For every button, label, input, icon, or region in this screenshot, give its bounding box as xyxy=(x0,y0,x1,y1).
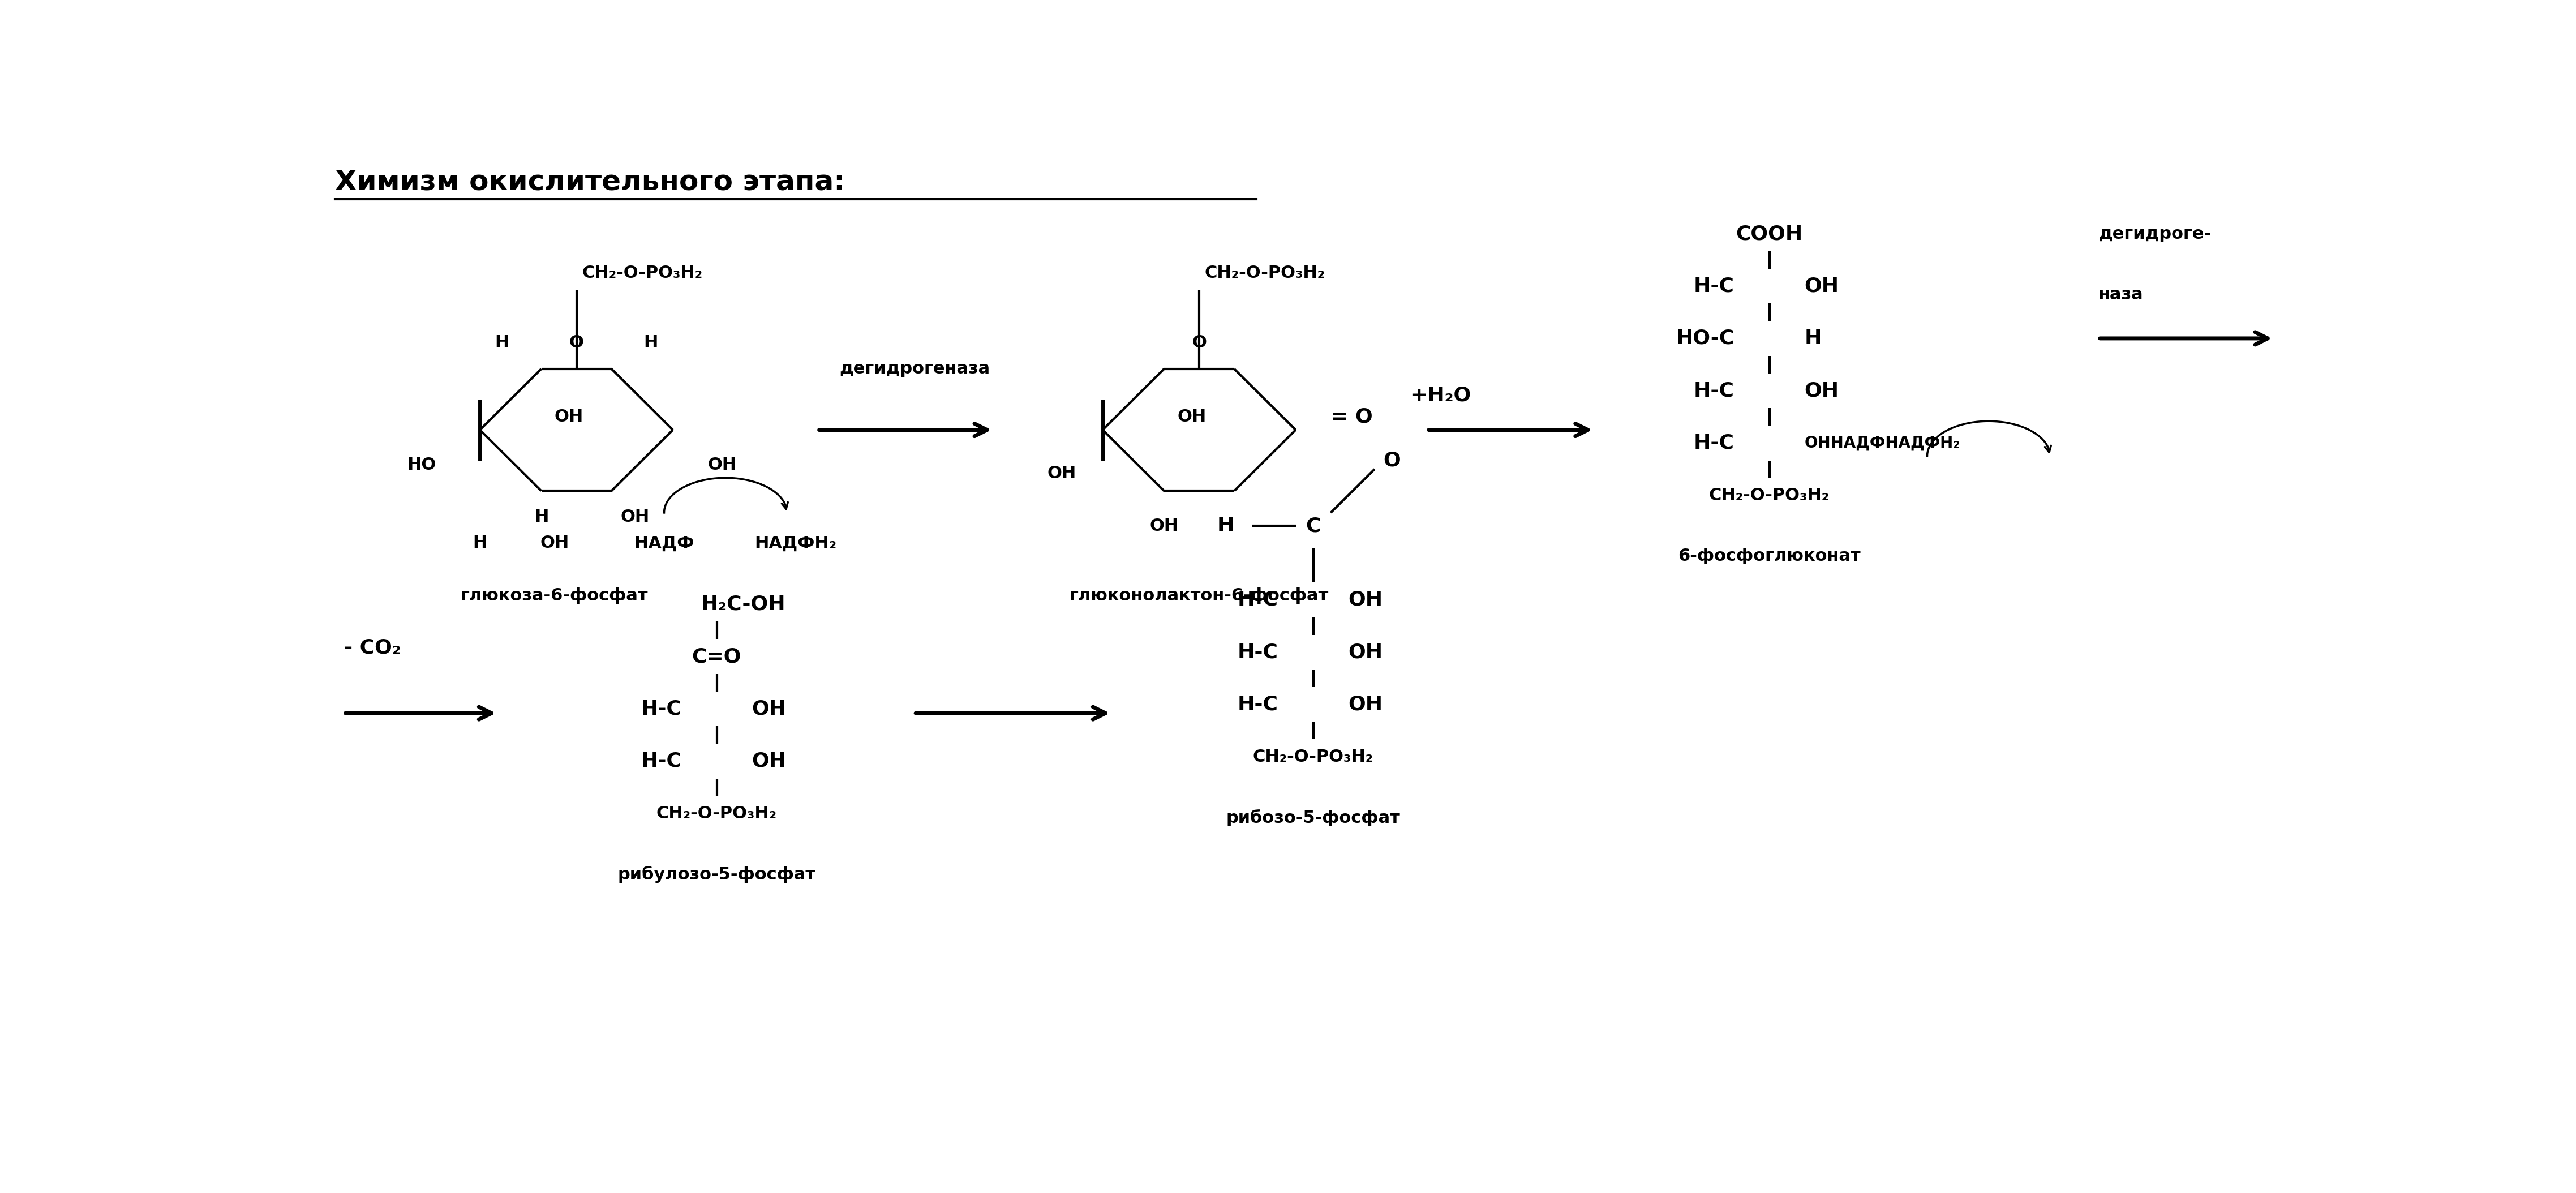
Text: COOH: COOH xyxy=(1736,224,1803,243)
Text: H-C: H-C xyxy=(1236,643,1278,662)
Text: H: H xyxy=(1216,517,1234,536)
Text: C: C xyxy=(1306,517,1321,536)
Text: - CO₂: - CO₂ xyxy=(345,638,402,657)
Text: OH: OH xyxy=(1803,277,1839,296)
Text: H-C: H-C xyxy=(1692,277,1734,296)
Text: OH: OH xyxy=(621,509,649,525)
Text: дегидроге-: дегидроге- xyxy=(2099,225,2210,242)
Text: OH: OH xyxy=(1347,694,1383,715)
Text: CH₂-O-PO₃H₂: CH₂-O-PO₃H₂ xyxy=(1708,487,1829,503)
Text: OH: OH xyxy=(1347,643,1383,662)
Text: глюконолактон-6-фосфат: глюконолактон-6-фосфат xyxy=(1069,587,1329,604)
Text: НАДФ: НАДФ xyxy=(634,534,693,551)
Text: OH: OH xyxy=(752,699,786,718)
Text: H-C: H-C xyxy=(1236,694,1278,715)
Text: +H₂O: +H₂O xyxy=(1409,385,1471,404)
Text: H: H xyxy=(533,509,549,525)
Text: OH: OH xyxy=(708,457,737,472)
Text: H: H xyxy=(1803,329,1821,348)
Text: OH: OH xyxy=(1048,465,1077,482)
Text: C=O: C=O xyxy=(693,647,742,666)
Text: H-C: H-C xyxy=(641,699,683,718)
Text: наза: наза xyxy=(2099,286,2143,303)
Text: CH₂-O-PO₃H₂: CH₂-O-PO₃H₂ xyxy=(1206,265,1324,282)
Text: OH: OH xyxy=(1177,409,1206,425)
Text: H: H xyxy=(644,334,657,351)
Text: дегидрогеназа: дегидрогеназа xyxy=(840,360,989,377)
Text: = O: = O xyxy=(1332,407,1373,426)
Text: рибозо-5-фосфат: рибозо-5-фосфат xyxy=(1226,809,1401,827)
Text: H: H xyxy=(495,334,510,351)
Text: OH: OH xyxy=(752,752,786,771)
Text: H-C: H-C xyxy=(1236,591,1278,610)
Text: глюкоза-6-фосфат: глюкоза-6-фосфат xyxy=(461,587,649,604)
Text: OH: OH xyxy=(554,409,582,425)
Text: HO: HO xyxy=(407,457,435,472)
Text: OH: OH xyxy=(1347,591,1383,610)
Text: H-C: H-C xyxy=(1692,433,1734,452)
Text: HO-C: HO-C xyxy=(1677,329,1734,348)
Text: O: O xyxy=(569,334,585,351)
Text: H-C: H-C xyxy=(641,752,683,771)
Text: H₂C-OH: H₂C-OH xyxy=(701,594,786,614)
Text: рибулозо-5-фосфат: рибулозо-5-фосфат xyxy=(618,866,817,883)
Text: O: O xyxy=(1383,451,1401,470)
Text: OH: OH xyxy=(1149,518,1180,534)
Text: Химизм окислительного этапа:: Химизм окислительного этапа: xyxy=(335,168,845,196)
Text: ОН: ОН xyxy=(541,534,569,551)
Text: OH: OH xyxy=(1803,381,1839,401)
Text: OHНАДФНАДФН₂: OHНАДФНАДФН₂ xyxy=(1803,435,1960,451)
Text: O: O xyxy=(1193,334,1206,351)
Text: H-C: H-C xyxy=(1692,381,1734,401)
Text: CH₂-O-PO₃H₂: CH₂-O-PO₃H₂ xyxy=(582,265,703,282)
Text: 6-фосфоглюконат: 6-фосфоглюконат xyxy=(1677,548,1860,564)
Text: CH₂-O-PO₃H₂: CH₂-O-PO₃H₂ xyxy=(1252,748,1373,765)
Text: H: H xyxy=(474,534,487,551)
Text: CH₂-O-PO₃H₂: CH₂-O-PO₃H₂ xyxy=(657,805,778,822)
Text: НАДФН₂: НАДФН₂ xyxy=(755,534,837,551)
